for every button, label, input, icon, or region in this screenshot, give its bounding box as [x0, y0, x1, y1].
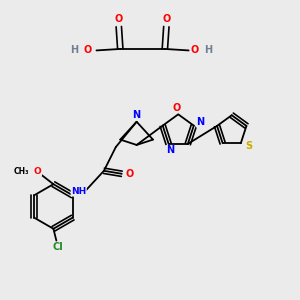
- Text: O: O: [115, 14, 123, 24]
- Text: NH: NH: [71, 187, 86, 196]
- Text: O: O: [83, 45, 92, 56]
- Text: S: S: [246, 141, 253, 151]
- Text: O: O: [172, 103, 181, 113]
- Text: N: N: [133, 110, 141, 120]
- Text: O: O: [34, 167, 41, 176]
- Text: N: N: [166, 146, 174, 155]
- Text: O: O: [125, 169, 133, 179]
- Text: H: H: [70, 45, 78, 56]
- Text: O: O: [162, 14, 170, 24]
- Text: O: O: [190, 45, 199, 56]
- Text: H: H: [204, 45, 212, 56]
- Text: N: N: [196, 117, 204, 127]
- Text: CH₃: CH₃: [14, 167, 29, 176]
- Text: Cl: Cl: [52, 242, 63, 252]
